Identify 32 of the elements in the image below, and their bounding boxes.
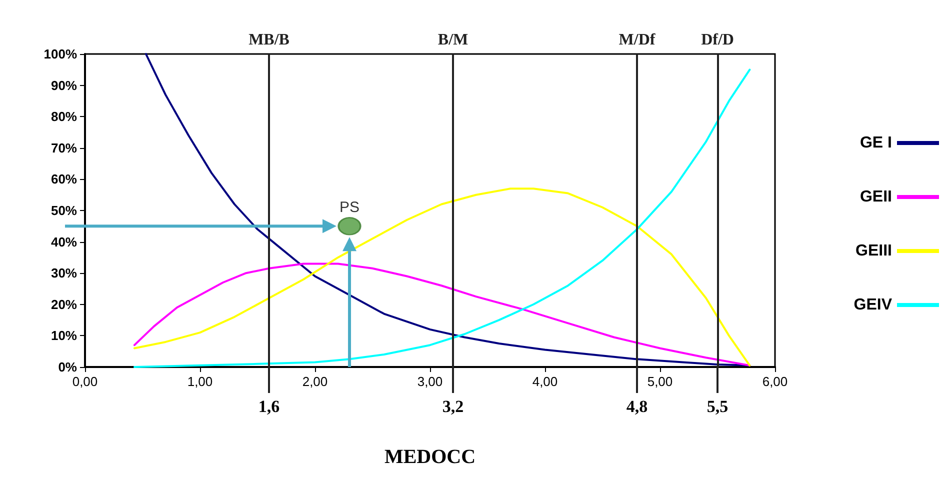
y-tick-label: 60% (50, 172, 78, 187)
y-tick-label: 80% (50, 109, 78, 124)
annotation: 1,6 (258, 397, 280, 416)
y-tick-label: 70% (50, 140, 78, 156)
x-tick-label: 6,00 (762, 374, 788, 389)
legend-label: GEIII (856, 242, 892, 260)
x-tick-label: 0,00 (72, 374, 98, 389)
x-tick-label: 3,00 (417, 374, 443, 389)
y-tick-label: 90% (50, 78, 78, 93)
x-axis-title: MEDOCC (384, 446, 476, 468)
y-tick-label: 50% (50, 203, 78, 218)
x-tick-label: 1,00 (187, 374, 213, 389)
annotation: 5,5 (706, 397, 728, 416)
y-tick-label: 20% (50, 296, 78, 312)
annotation: 4,8 (626, 397, 648, 416)
ref-line-label: M/Df (618, 32, 656, 48)
legend-label: GEII (860, 188, 892, 206)
y-tick-label: 10% (50, 328, 78, 344)
ref-line-label: MB/B (248, 32, 290, 48)
x-tick-label: 4,00 (532, 374, 558, 389)
ref-line-label: B/M (438, 32, 468, 48)
x-tick-label: 2,00 (302, 374, 328, 389)
legend-label: GE I (860, 134, 892, 152)
y-tick-label: 100% (44, 46, 78, 62)
legend-label: GEIV (854, 296, 892, 314)
series-label: PS (339, 198, 360, 216)
y-tick-label: 0% (58, 360, 78, 374)
annotation: 3,2 (442, 397, 464, 416)
x-tick-label: 5,00 (647, 374, 673, 389)
ref-line-label: Df/D (701, 32, 734, 48)
y-tick-label: 30% (50, 266, 78, 281)
y-tick-label: 40% (50, 234, 78, 250)
